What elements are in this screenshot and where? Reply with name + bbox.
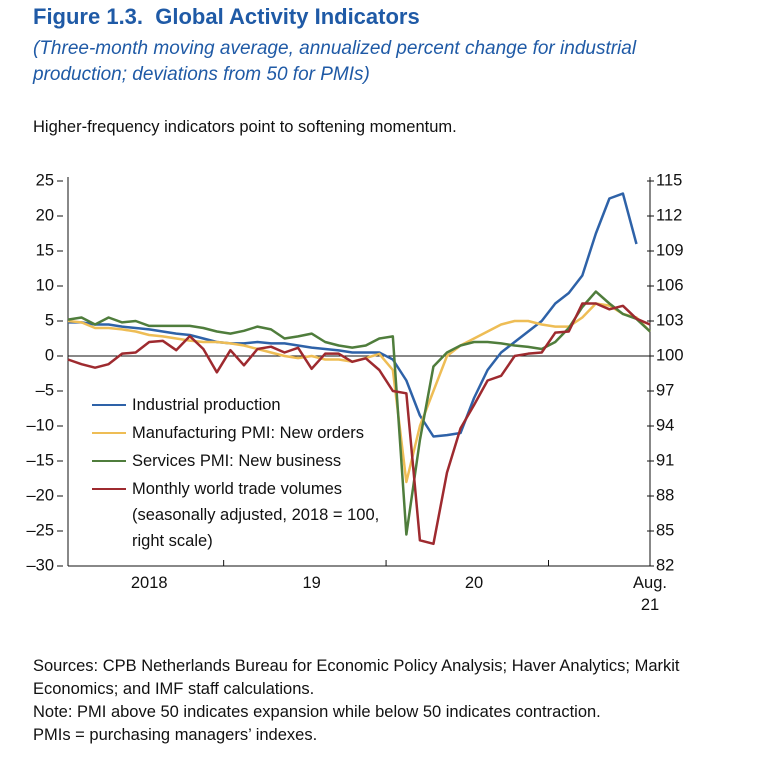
y2-tick-label: 88 — [656, 486, 674, 504]
y-tick-label: –5 — [36, 381, 54, 399]
legend-swatch — [92, 460, 126, 462]
y2-tick-label: 91 — [656, 451, 674, 469]
chart-title: Figure 1.3. Global Activity Indicators — [33, 4, 420, 29]
legend-swatch — [92, 404, 126, 406]
y2-tick-label: 112 — [656, 206, 682, 224]
y2-tick-label: 115 — [656, 171, 682, 189]
legend-item: Manufacturing PMI: New orders — [92, 420, 412, 446]
footnotes: Sources: CPB Netherlands Bureau for Econ… — [33, 655, 733, 747]
legend-swatch — [92, 488, 126, 490]
y2-tick-label: 106 — [656, 276, 684, 294]
legend-label: Services PMI: New business — [132, 452, 342, 470]
y-tick-label: –15 — [26, 451, 54, 469]
legend-label: Monthly world trade volumes (seasonally … — [132, 480, 380, 550]
y-tick-label: 0 — [45, 346, 54, 364]
x-tick-label: 20 — [464, 574, 484, 592]
y-tick-label: 5 — [45, 311, 54, 329]
y-tick-label: 25 — [36, 171, 54, 189]
y-tick-label: –10 — [26, 416, 54, 434]
legend-label: Manufacturing PMI: New orders — [132, 424, 365, 442]
chart-subtitle: (Three-month moving average, annualized … — [33, 38, 637, 85]
y-tick-label: 15 — [36, 241, 54, 259]
y-tick-label: 10 — [36, 276, 54, 294]
annotation: Higher-frequency indicators point to sof… — [33, 118, 457, 136]
legend-swatch — [92, 432, 126, 434]
legend-item: Industrial production — [92, 392, 412, 418]
x-tick-label: 19 — [302, 574, 321, 592]
y2-tick-label: 94 — [656, 416, 674, 434]
x-tick-label: 2018 — [130, 574, 168, 592]
y2-tick-label: 97 — [656, 381, 674, 399]
footnote: Note: PMI above 50 indicates expansion w… — [33, 703, 601, 721]
y2-tick-label: 82 — [656, 556, 674, 574]
series-line — [68, 192, 638, 438]
legend-item: Services PMI: New business — [92, 448, 412, 474]
legend-item: Monthly world trade volumes (seasonally … — [92, 476, 412, 554]
x-tick-label: Aug. 21 — [633, 574, 667, 614]
series-line — [67, 302, 651, 546]
y-tick-label: 20 — [36, 206, 54, 224]
y2-tick-label: 109 — [656, 241, 684, 259]
y2-tick-label: 103 — [656, 311, 684, 329]
y2-tick-label: 100 — [656, 346, 684, 364]
y-tick-label: –20 — [26, 486, 54, 504]
footnote: PMIs = purchasing managers’ indexes. — [33, 726, 318, 744]
footnote: Sources: CPB Netherlands Bureau for Econ… — [33, 657, 680, 698]
y-tick-label: –30 — [26, 556, 54, 574]
legend-label: Industrial production — [132, 396, 281, 414]
y-tick-label: –25 — [26, 521, 54, 539]
series-line — [67, 290, 651, 536]
y2-tick-label: 85 — [656, 521, 674, 539]
